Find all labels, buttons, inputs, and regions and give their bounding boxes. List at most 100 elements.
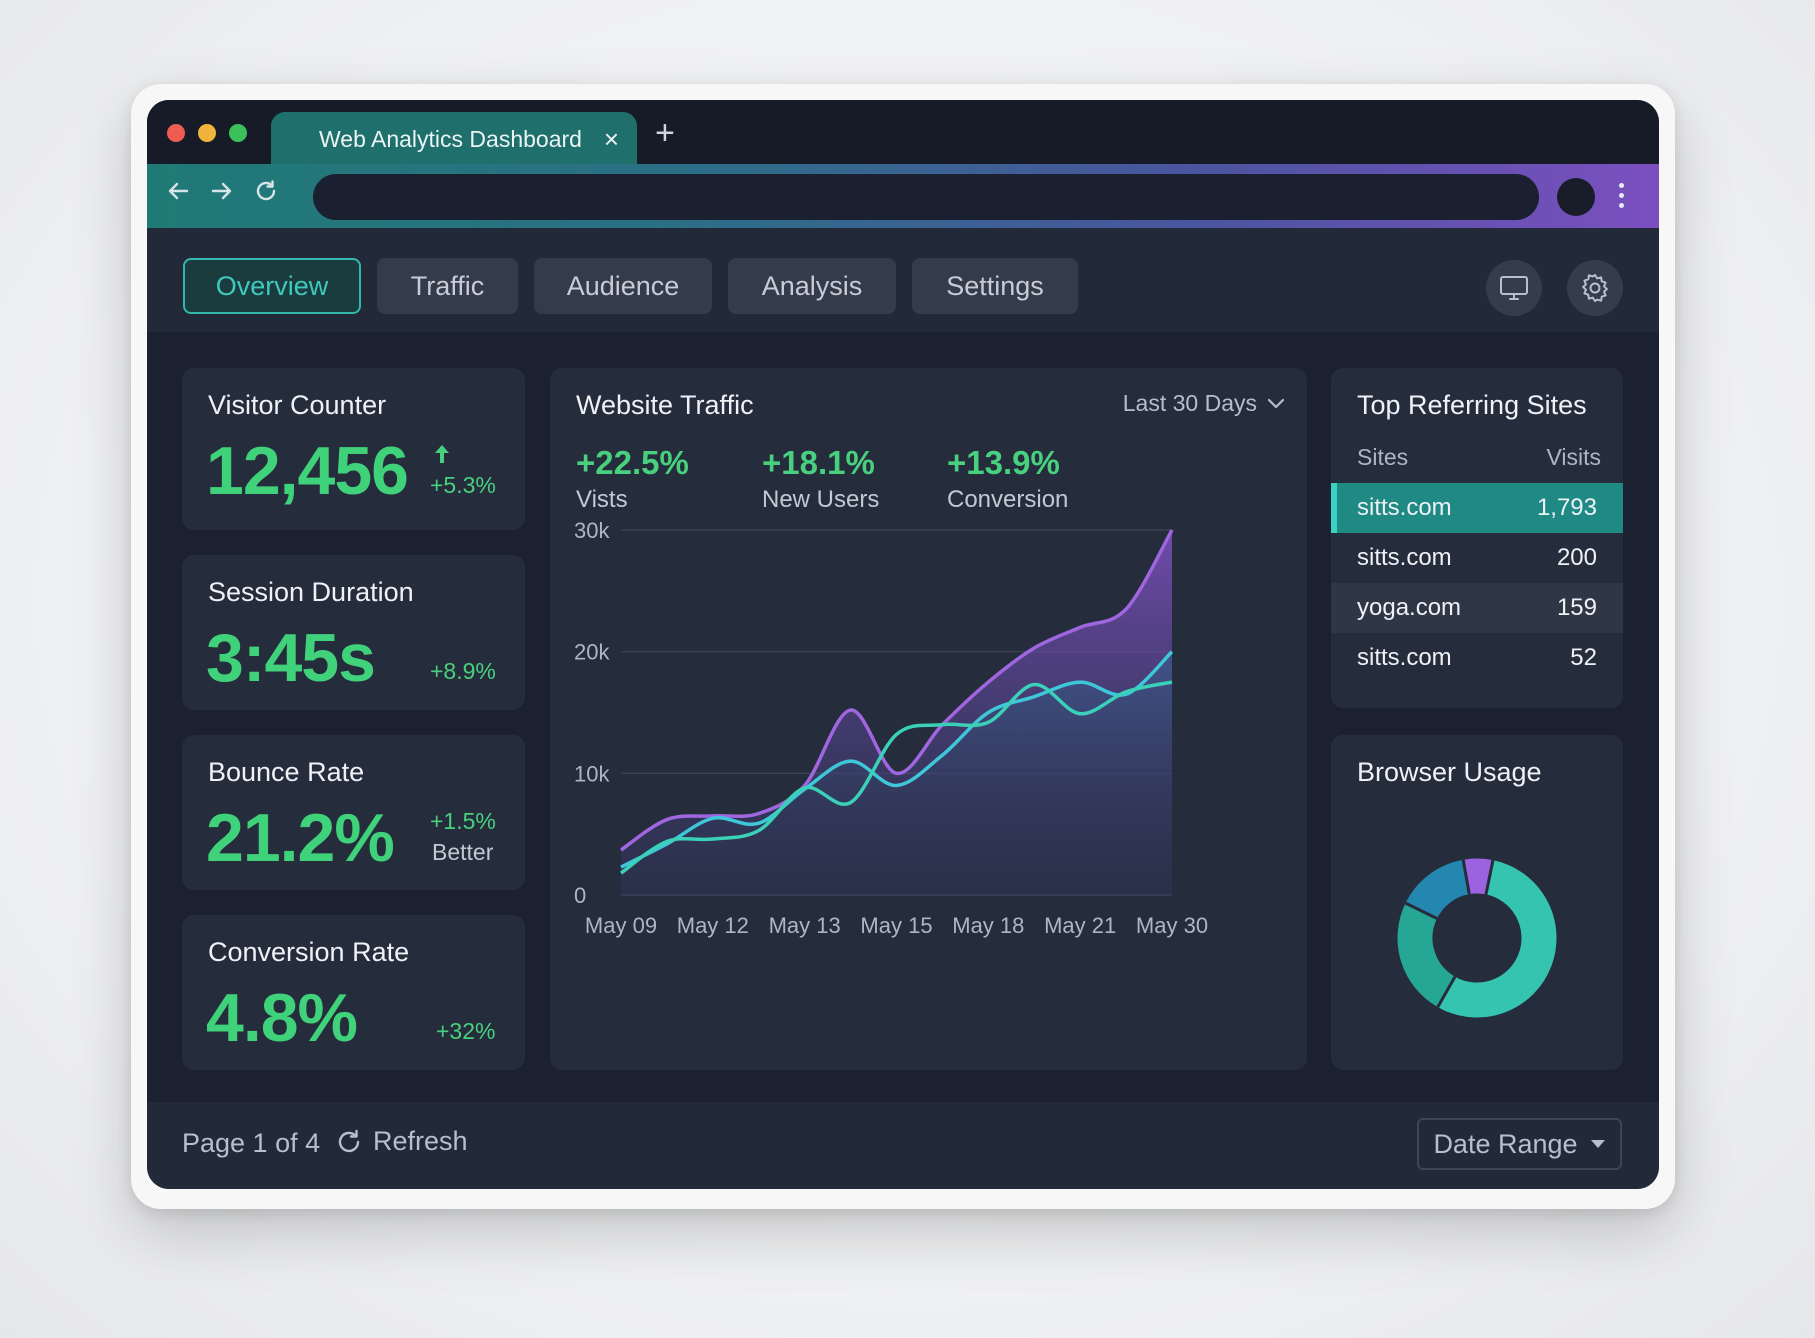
donut-segment-2 [1437, 860, 1557, 1018]
dashboard-nav: Overview Traffic Audience Analysis Setti… [147, 228, 1659, 332]
donut-separator [1484, 859, 1495, 895]
new-tab-button[interactable]: + [655, 114, 675, 152]
chevron-down-icon [1267, 398, 1285, 408]
visitor-counter-title: Visitor Counter [208, 390, 387, 420]
gear-icon[interactable] [1567, 260, 1623, 316]
browser-window: Web Analytics Dashboard × + Overview Tra… [147, 100, 1659, 1189]
table-row[interactable]: sitts.com 52 [1331, 633, 1623, 683]
browser-usage-card: Browser Usage [1331, 735, 1623, 1070]
visitor-counter-card: Visitor Counter 12,456 +5.3% [182, 368, 525, 530]
stat-new-users: +18.1% New Users [762, 444, 879, 514]
y-tick-label: 20k [574, 640, 610, 665]
table-row[interactable]: sitts.com 200 [1331, 533, 1623, 583]
visitor-counter-change: +5.3% [430, 472, 496, 498]
series-3-line [619, 680, 1173, 875]
stat-new-users-value: +18.1% [762, 444, 875, 481]
bounce-rate-note: Better [432, 839, 494, 865]
traffic-chart: 0 10k 20k 30k May 09 May 12 May 13 May 15 May 18… [574, 518, 1208, 938]
x-tick-label: May 21 [1044, 913, 1116, 938]
series-2-area [621, 651, 1172, 895]
donut-segment-1 [1463, 858, 1493, 895]
address-bar-input[interactable] [313, 174, 1539, 220]
conversion-rate-title: Conversion Rate [208, 937, 410, 967]
x-tick-label: May 18 [952, 913, 1024, 938]
session-duration-value: 3:45s [206, 620, 376, 696]
y-tick-label: 0 [574, 883, 586, 908]
maximize-window-button[interactable] [229, 124, 247, 142]
monitor-icon[interactable] [1486, 260, 1542, 316]
referrers-col-sites: Sites [1357, 444, 1409, 470]
referrers-col-visits: Visits [1546, 444, 1601, 470]
conversion-rate-change: +32% [436, 1018, 496, 1044]
browser-toolbar [147, 164, 1659, 228]
stat-conversion-value: +13.9% [947, 444, 1060, 481]
tab-traffic[interactable]: Traffic [377, 258, 518, 314]
referrer-site: yoga.com [1357, 594, 1462, 621]
referrer-visits: 52 [1570, 644, 1597, 671]
refresh-icon [338, 1129, 360, 1152]
referrer-site: sitts.com [1357, 494, 1452, 521]
tab-audience[interactable]: Audience [534, 258, 712, 314]
referrer-site: sitts.com [1357, 544, 1452, 571]
session-duration-title: Session Duration [208, 577, 414, 607]
x-tick-label: May 12 [677, 913, 749, 938]
referrer-visits: 159 [1556, 594, 1597, 621]
bounce-rate-value: 21.2% [206, 800, 395, 876]
close-tab-icon[interactable]: × [603, 124, 619, 154]
reload-icon[interactable] [253, 178, 279, 211]
x-tick-label: May 13 [769, 913, 841, 938]
kebab-menu-icon[interactable] [1617, 180, 1625, 214]
browser-tab-title: Web Analytics Dashboard [319, 125, 582, 152]
referrer-visits: 1,793 [1536, 494, 1597, 521]
bounce-rate-title: Bounce Rate [208, 757, 365, 787]
forward-arrow-icon[interactable] [209, 178, 235, 211]
referrer-visits: 200 [1556, 544, 1597, 571]
donut-separator [1404, 901, 1438, 920]
session-duration-card: Session Duration 3:45s +8.9% [182, 555, 525, 710]
browser-usage-title: Browser Usage [1357, 757, 1542, 787]
stat-visits: +22.5% Vists [576, 444, 689, 514]
refresh-button[interactable]: Refresh [335, 1126, 468, 1157]
website-traffic-card: Website Traffic Last 30 Days +22.5% Vist… [550, 368, 1307, 1070]
y-tick-label: 10k [574, 761, 610, 786]
date-range-select-label: Last 30 Days [1122, 390, 1257, 416]
bounce-rate-change: +1.5% [430, 808, 496, 834]
browser-tab-bar: Web Analytics Dashboard × + [147, 100, 1659, 166]
date-range-label: Date Range [1433, 1128, 1578, 1159]
date-range-select[interactable]: Last 30 Days [1123, 390, 1285, 417]
x-tick-label: May 30 [1136, 913, 1208, 938]
session-duration-change: +8.9% [430, 658, 496, 684]
back-arrow-icon[interactable] [165, 178, 191, 211]
donut-separator [1461, 859, 1471, 895]
visitor-counter-value: 12,456 [206, 433, 409, 509]
stat-visits-label: Vists [576, 486, 628, 513]
stat-visits-value: +22.5% [576, 444, 689, 481]
conversion-rate-card: Conversion Rate 4.8% +32% [182, 915, 525, 1070]
tab-settings[interactable]: Settings [912, 258, 1078, 314]
minimize-window-button[interactable] [198, 124, 216, 142]
profile-avatar[interactable] [1557, 178, 1595, 216]
donut-segment-4 [1405, 859, 1471, 920]
series-1-line [620, 529, 1174, 852]
date-range-dropdown[interactable]: Date Range [1417, 1118, 1622, 1170]
donut-separator [1436, 975, 1457, 1008]
referrers-title: Top Referring Sites [1357, 390, 1587, 420]
x-tick-label: May 09 [585, 913, 657, 938]
footer-bar: Page 1 of 4 Refresh Date Range [147, 1102, 1659, 1189]
stat-new-users-label: New Users [762, 486, 880, 513]
x-tick-label: May 15 [860, 913, 932, 938]
website-traffic-title: Website Traffic [576, 390, 754, 420]
browser-tab[interactable]: Web Analytics Dashboard × [271, 112, 637, 166]
conversion-rate-value: 4.8% [206, 980, 358, 1056]
table-row[interactable]: yoga.com 159 [1331, 583, 1623, 633]
table-row[interactable]: sitts.com 1,793 [1331, 483, 1623, 533]
close-window-button[interactable] [167, 124, 185, 142]
referrers-card: Top Referring Sites Sites Visits sitts.c… [1331, 368, 1623, 708]
tab-overview[interactable]: Overview [183, 258, 361, 314]
browser-usage-donut [1397, 858, 1557, 1018]
page-info: Page 1 of 4 [182, 1128, 321, 1158]
tab-analysis[interactable]: Analysis [728, 258, 896, 314]
donut-segment-3 [1397, 903, 1456, 1008]
stat-conversion: +13.9% Conversion [947, 444, 1068, 514]
y-tick-label: 30k [574, 518, 610, 543]
